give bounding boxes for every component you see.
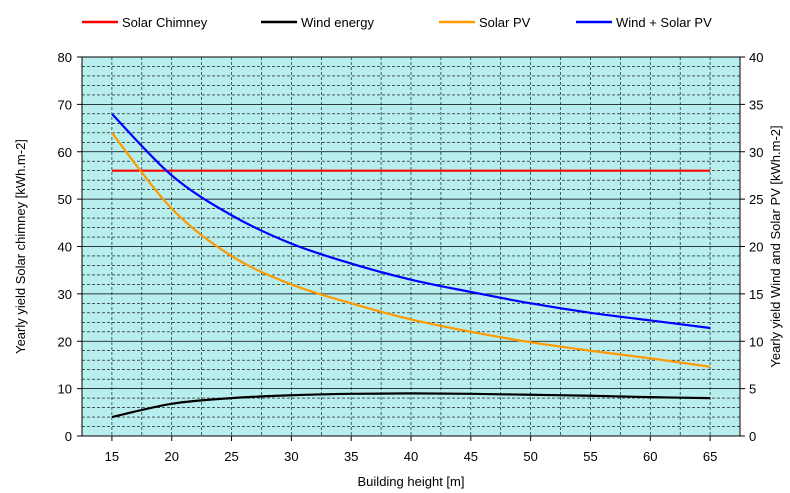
right-y-tick-label: 15	[749, 287, 763, 302]
major-gridlines	[82, 103, 740, 390]
x-tick-label: 35	[344, 449, 358, 464]
left-y-tick-label: 80	[58, 50, 72, 65]
x-tick-label: 55	[583, 449, 597, 464]
axes: 15 20 25 30 35 40 45 50 55 60 65 0 10 20 30 40 50 60 70 80 0…	[58, 50, 764, 464]
legend: Solar Chimney Wind energy Solar PV Wind + S…	[82, 15, 712, 30]
legend-label-3: Wind + Solar PV	[616, 15, 712, 30]
x-tick-label: 15	[105, 449, 119, 464]
series-line-1	[111, 392, 711, 419]
left-y-axis-label: Yearly yield Solar chimney [kWh.m-2]	[13, 139, 28, 354]
legend-label-1: Wind energy	[301, 15, 374, 30]
x-tick-label: 50	[523, 449, 537, 464]
right-y-axis-label: Yearly yield Wind and Solar PV [kWh.m-2]	[768, 125, 783, 367]
right-y-tick-label: 10	[749, 334, 763, 349]
x-tick-label: 25	[224, 449, 238, 464]
right-y-tick-label: 40	[749, 50, 763, 65]
x-tick-label: 45	[464, 449, 478, 464]
minor-gridlines	[82, 57, 740, 436]
left-y-tick-label: 70	[58, 97, 72, 112]
legend-label-0: Solar Chimney	[122, 15, 208, 30]
left-y-tick-label: 60	[58, 145, 72, 160]
series-line-3	[111, 113, 711, 330]
legend-label-2: Solar PV	[479, 15, 531, 30]
x-tick-label: 60	[643, 449, 657, 464]
right-y-tick-label: 25	[749, 192, 763, 207]
series-line-2	[111, 132, 711, 368]
right-y-tick-label: 30	[749, 145, 763, 160]
x-axis-label: Building height [m]	[358, 474, 465, 489]
x-tick-label: 20	[164, 449, 178, 464]
right-y-tick-label: 20	[749, 240, 763, 255]
right-y-tick-label: 35	[749, 97, 763, 112]
left-y-tick-label: 10	[58, 382, 72, 397]
x-tick-label: 40	[404, 449, 418, 464]
x-tick-label: 65	[703, 449, 717, 464]
left-y-tick-label: 20	[58, 334, 72, 349]
right-y-tick-label: 0	[749, 429, 756, 444]
x-tick-label: 30	[284, 449, 298, 464]
series-lines	[111, 113, 711, 419]
left-y-tick-label: 40	[58, 240, 72, 255]
right-y-tick-label: 5	[749, 382, 756, 397]
left-y-tick-label: 0	[65, 429, 72, 444]
left-y-tick-label: 30	[58, 287, 72, 302]
left-y-tick-label: 50	[58, 192, 72, 207]
